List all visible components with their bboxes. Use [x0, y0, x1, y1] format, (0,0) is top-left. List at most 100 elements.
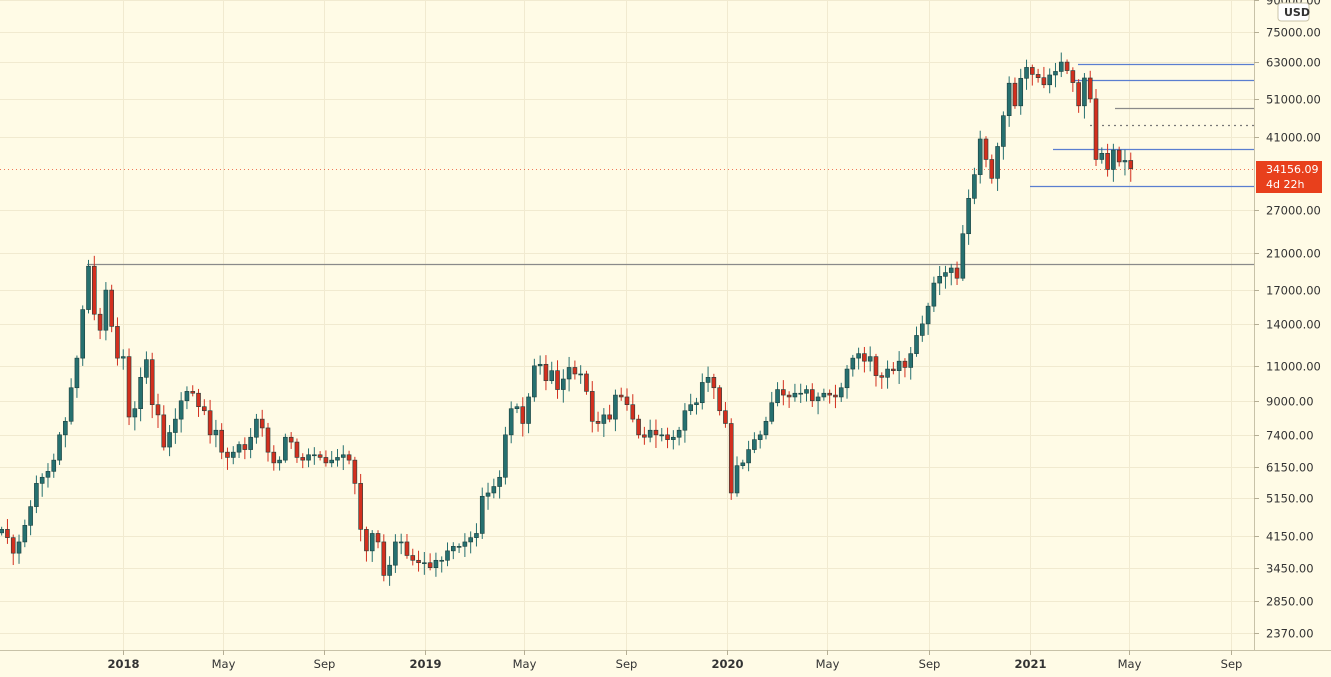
- candle-body: [717, 387, 722, 412]
- candle-body: [763, 420, 769, 436]
- candle-body: [259, 418, 265, 429]
- candle-body: [532, 365, 537, 398]
- candle-body: [462, 541, 468, 547]
- candle-body: [925, 305, 931, 325]
- candle-body: [190, 391, 196, 394]
- candle-body: [740, 462, 746, 466]
- candle-body: [294, 441, 300, 458]
- candle-body: [514, 406, 520, 410]
- candle-body: [225, 451, 230, 458]
- x-tick-label: Sep: [314, 657, 336, 671]
- x-tick-label: May: [816, 657, 840, 671]
- y-tick-label: 7400.00: [1266, 429, 1314, 443]
- last-price-badge-bg: [1256, 161, 1322, 193]
- candle-body: [364, 529, 369, 552]
- candle-body: [688, 404, 693, 412]
- candle-body: [398, 541, 404, 544]
- price-axis[interactable]: 2370.00 2850.00 3450.00 4150.00 5150.00 6150.…: [1254, 0, 1321, 641]
- candle-body: [10, 537, 16, 554]
- candle-body: [184, 391, 190, 402]
- candle-body: [653, 429, 659, 436]
- candle-body: [867, 356, 873, 362]
- candle-body: [39, 476, 45, 484]
- candle-body: [1116, 149, 1122, 163]
- candle-body: [1105, 153, 1110, 170]
- candle-body: [833, 394, 838, 398]
- candle-body: [445, 550, 450, 561]
- currency-button[interactable]: USD: [1277, 2, 1310, 22]
- candle-body: [132, 408, 138, 418]
- candle-body: [97, 313, 103, 331]
- candle-body: [665, 434, 670, 440]
- candle-body: [815, 396, 821, 402]
- candle-body: [1111, 149, 1116, 170]
- candle-body: [526, 396, 531, 424]
- candle-body: [196, 392, 201, 407]
- candle-body: [1122, 160, 1128, 163]
- candle-body: [219, 429, 224, 453]
- candle-body: [283, 436, 288, 461]
- candle-body: [630, 404, 636, 420]
- candle-body: [607, 414, 612, 420]
- currency-button-label[interactable]: USD: [1284, 6, 1310, 19]
- candle-body: [595, 420, 601, 424]
- candle-body: [781, 389, 786, 396]
- candle-body: [346, 454, 352, 461]
- candle-body: [1053, 71, 1058, 76]
- candle-body: [45, 471, 51, 478]
- candle-body: [1070, 70, 1076, 83]
- candle-body: [508, 408, 514, 436]
- candle-body: [381, 541, 387, 576]
- candles[interactable]: [0, 52, 1134, 586]
- y-tick-label: 4150.00: [1266, 530, 1314, 544]
- candle-body: [300, 457, 306, 461]
- x-tick-label: 2021: [1014, 657, 1046, 671]
- candle-body: [798, 392, 804, 395]
- candle-body: [862, 353, 867, 362]
- y-tick-label: 27000.00: [1266, 204, 1321, 218]
- candle-body: [1093, 98, 1099, 160]
- candle-body: [306, 454, 311, 461]
- x-tick-label: 2018: [107, 657, 139, 671]
- candle-body: [804, 389, 809, 394]
- candle-body: [340, 454, 346, 458]
- candle-body: [34, 483, 39, 507]
- candle-body: [16, 541, 22, 554]
- candle-body: [948, 267, 954, 273]
- candle-body: [86, 265, 91, 310]
- y-tick-label: 75000.00: [1266, 26, 1321, 40]
- y-tick-label: 9000.00: [1266, 395, 1314, 409]
- candle-body: [902, 360, 908, 368]
- candle-body: [126, 356, 132, 418]
- candle-body: [1047, 74, 1052, 86]
- y-tick-label: 14000.00: [1266, 318, 1321, 332]
- candle-body: [752, 439, 757, 450]
- candle-body: [1006, 82, 1012, 116]
- candle-body: [561, 378, 566, 390]
- candle-body: [723, 410, 728, 424]
- candle-body: [937, 276, 942, 284]
- candle-body: [450, 546, 456, 552]
- candle-body: [5, 529, 10, 538]
- candle-body: [439, 559, 445, 562]
- candle-body: [161, 414, 167, 448]
- candle-body: [636, 418, 641, 436]
- currency-button-bg[interactable]: [1277, 2, 1310, 22]
- candle-body: [520, 406, 526, 424]
- candle-body: [821, 392, 827, 398]
- candle-body: [914, 335, 919, 354]
- candle-body: [775, 389, 780, 404]
- candle-body: [1041, 77, 1047, 86]
- last-price-badge: 34156.09 4d 22h: [1256, 161, 1322, 193]
- candle-body: [572, 367, 578, 375]
- x-tick-label: May: [1118, 657, 1142, 671]
- y-tick-label: 3450.00: [1266, 562, 1314, 576]
- time-axis[interactable]: 2018 May Sep 2019 May Sep 2020 May Sep 2021 May Sep: [107, 650, 1242, 671]
- candle-body: [0, 529, 4, 534]
- candle-body: [144, 359, 149, 378]
- candle-body: [589, 391, 595, 422]
- candle-body: [468, 537, 473, 543]
- candle-body: [549, 370, 555, 382]
